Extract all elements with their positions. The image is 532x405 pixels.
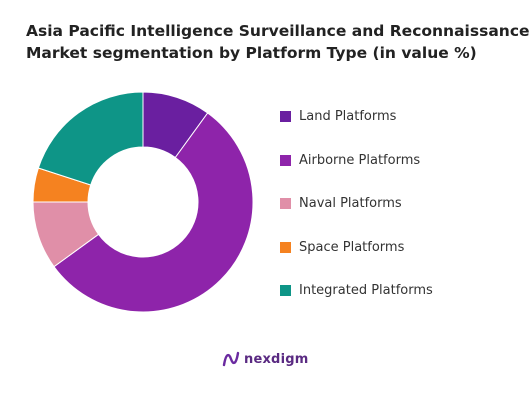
legend-label-land: Land Platforms [299,109,397,124]
donut-slice-airborne [53,112,254,313]
legend-label-naval: Naval Platforms [299,196,402,211]
legend-swatch-airborne [280,154,291,166]
nexdigm-logo: nexdigm [222,351,308,367]
legend-swatch-integrated [280,285,291,296]
logo-text: nexdigm [244,351,309,367]
legend-item-land: Land Platforms [280,106,433,127]
legend-swatch-space [280,241,291,253]
chart-title-line-2: Market segmentation by Platform Type (in… [26,44,477,62]
chart-title-line-1: Asia Pacific Intelligence Surveillance a… [26,22,530,40]
legend-item-integrated: Integrated Platforms [280,280,433,301]
legend-item-airborne: Airborne Platforms [280,150,433,171]
legend-label-integrated: Integrated Platforms [299,283,433,298]
donut-slices [32,91,254,313]
legend-label-airborne: Airborne Platforms [299,152,421,168]
legend-label-space: Space Platforms [299,239,405,255]
chart-title: Asia Pacific Intelligence Surveillance a… [26,20,530,64]
chart-legend: Land Platforms Airborne Platforms Naval … [280,106,433,324]
legend-item-space: Space Platforms [280,237,433,258]
legend-swatch-naval [280,198,291,209]
donut-slice-integrated [37,91,144,186]
nexdigm-wave-icon [222,351,240,367]
legend-swatch-land [280,111,291,122]
legend-item-naval: Naval Platforms [280,193,433,214]
